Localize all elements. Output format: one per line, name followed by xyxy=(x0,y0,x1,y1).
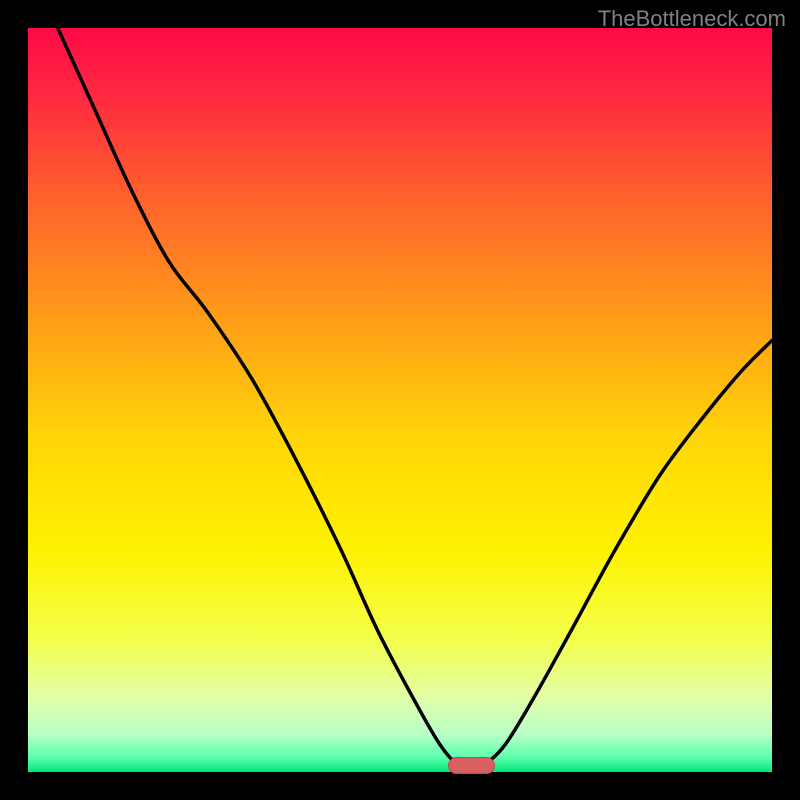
plot-area xyxy=(28,28,772,772)
chart-container: TheBottleneck.com xyxy=(0,0,800,800)
optimal-range-marker xyxy=(448,757,495,774)
bottleneck-curve xyxy=(28,28,772,772)
